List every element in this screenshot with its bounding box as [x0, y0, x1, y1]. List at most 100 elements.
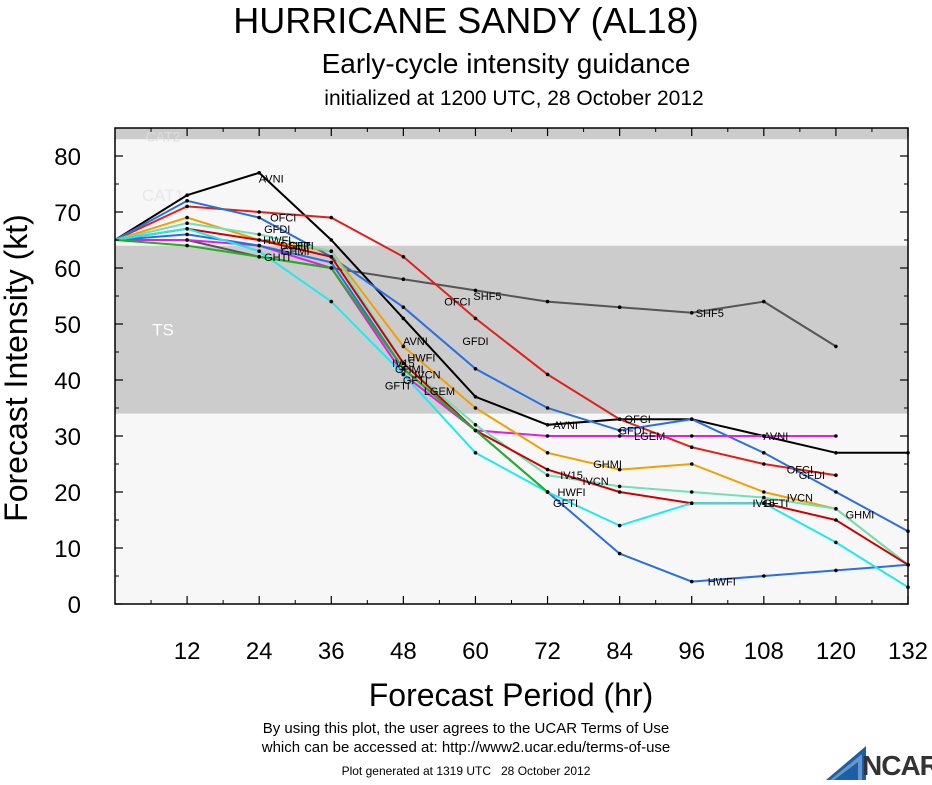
series-label-lgem: LGEM: [634, 431, 665, 443]
series-point-gfti: [185, 227, 189, 231]
series-label-ghti: LGEM: [424, 386, 455, 398]
x-tick-label: 132: [888, 638, 928, 665]
series-point-hwfi: [689, 579, 694, 584]
series-point-gfti: [473, 451, 478, 455]
y-tick-label: 60: [54, 256, 81, 283]
ncar-logo: NCAR: [826, 746, 932, 781]
series-point-avni: [401, 316, 406, 321]
series-label-hwfi: HWFI: [708, 577, 736, 589]
series-point-shf5: [545, 299, 550, 304]
series-point-ghmi: [545, 451, 550, 455]
series-point-hwfi: [617, 551, 622, 556]
series-label-ofci: OFCI: [270, 213, 296, 225]
series-point-gfdi: [689, 417, 694, 422]
series-point-shf5: [762, 299, 766, 304]
series-point-iv15: [329, 254, 334, 259]
x-tick-label: 60: [462, 638, 489, 665]
series-point-dshp: [473, 428, 478, 433]
series-label-avni: AVNI: [403, 336, 428, 348]
series-point-ofci: [617, 417, 622, 422]
series-point-avni: [473, 395, 478, 399]
series-point-ofci: [689, 445, 694, 450]
series-point-gfdi: [185, 199, 189, 203]
band-cat1: [115, 139, 908, 246]
series-point-ghmi: [185, 215, 189, 220]
series-point-gfti: [689, 501, 694, 506]
series-label-gfti: GFTI: [763, 498, 788, 510]
series-point-iv15: [545, 467, 550, 472]
series-point-ivcn: [329, 249, 334, 253]
series-point-ghmi: [617, 467, 622, 472]
series-label-ivcn: IVCN: [582, 476, 608, 488]
series-label-iv15: IV15: [752, 498, 775, 510]
series-point-ghmi: [473, 406, 478, 410]
terms-line-1: By using this plot, the user agrees to t…: [262, 720, 670, 737]
series-point-dshp: [545, 490, 550, 494]
series-label-shf5: SHF5: [473, 291, 501, 303]
x-tick-label: 36: [318, 638, 345, 665]
series-point-ofci: [257, 210, 261, 214]
series-label-gfdi: GFDI: [799, 470, 825, 482]
series-point-dshp: [185, 243, 189, 248]
terms-line-2: which can be accessed at: http://www2.uc…: [261, 739, 671, 756]
y-axis-label: Forecast Intensity (kt): [0, 214, 34, 522]
series-label-ofci: OFCI: [787, 465, 813, 477]
series-label-gfti: GFTI: [385, 381, 410, 393]
series-point-shf5: [617, 305, 622, 310]
series-point-lgem: [617, 434, 622, 438]
series-point-lgem: [762, 434, 766, 438]
series-line-gfdi: [114, 199, 909, 533]
x-axis-label: Forecast Period (hr): [369, 677, 654, 713]
x-tick-label: 72: [534, 638, 561, 665]
x-tick-label: 120: [816, 638, 856, 665]
series-label-ghti: GFTI: [289, 241, 314, 253]
series-line-avni: [114, 171, 908, 454]
chart-subtitle-init: initialized at 1200 UTC, 28 October 2012: [324, 87, 703, 110]
series-point-ivcn: [834, 507, 838, 511]
series-point-avni: [185, 193, 189, 197]
series-point-ofci: [185, 204, 189, 209]
series-point-avni: [329, 238, 334, 242]
series-point-avni: [257, 171, 261, 175]
series-line-iv15: [114, 227, 909, 566]
series-label-gfdi: GFDI: [264, 224, 290, 236]
series-point-lgem: [185, 238, 189, 242]
series-point-iv15: [617, 490, 622, 494]
y-tick-label: 30: [54, 424, 81, 451]
series-point-iv15: [834, 518, 838, 522]
intensity-bands: TS CAT1 CAT2: [115, 128, 908, 604]
series-point-gfdi: [617, 428, 622, 433]
series-point-ivcn: [473, 423, 478, 427]
series-label-ghmi: GHMI: [846, 509, 875, 521]
series-label-avni: AVNI: [553, 420, 578, 432]
series-label-gfti: GFTI: [553, 498, 578, 510]
plot-generated-note: Plot generated at 1319 UTC 28 October 20…: [341, 764, 591, 778]
series-point-avni: [545, 423, 550, 427]
series-label-hwfi: HWFI: [263, 235, 291, 247]
x-tick-label: 84: [606, 638, 633, 665]
series-point-hwfi: [762, 574, 766, 578]
series-point-gfti: [257, 249, 261, 253]
series-label-ghti: GHMI: [281, 246, 310, 258]
band-cat2: [115, 128, 908, 140]
series-label-hwfi: HWFI: [407, 353, 435, 365]
band-label-cat2: CAT2: [146, 129, 181, 145]
series-point-ofci: [401, 254, 406, 259]
series-point-shf5: [834, 344, 838, 349]
y-tick-label: 10: [54, 536, 81, 563]
series-label-shf5: SHF5: [696, 308, 724, 320]
series-point-lgem: [689, 434, 694, 438]
band-label-ts: TS: [152, 321, 174, 340]
series-lines: [114, 171, 910, 589]
series-label-gfdi: GFDI: [462, 336, 488, 348]
series-point-gfdi: [257, 215, 261, 220]
series-point-lgem: [545, 434, 550, 438]
series-point-iv15: [401, 361, 406, 366]
series-point-gfti: [834, 540, 838, 545]
series-point-gfti: [329, 299, 334, 304]
series-point-dshp: [401, 367, 406, 371]
series-point-gfti: [401, 372, 406, 377]
series-point-hwfi: [834, 568, 838, 573]
series-point-ivcn: [185, 221, 189, 225]
